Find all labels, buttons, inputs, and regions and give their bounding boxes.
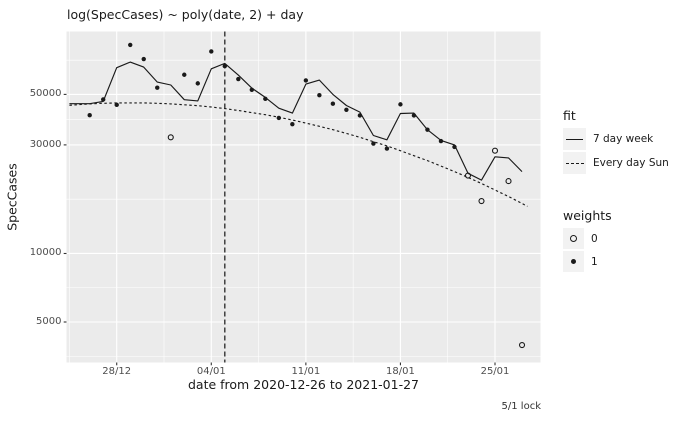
data-point-weight-0: [478, 197, 485, 205]
data-point-weight-1: [411, 113, 417, 118]
legend-item-label: 7 day week: [593, 133, 654, 145]
legend-weights-title: weights: [563, 208, 612, 223]
data-point-weight-1: [195, 81, 200, 86]
data-point-weight-1: [114, 102, 119, 108]
data-point-weight-0: [491, 147, 499, 154]
y-tick-label: 10000: [29, 247, 62, 259]
solid-line-icon: [566, 138, 583, 140]
y-tick-label: 30000: [29, 138, 62, 150]
data-point-weight-0: [505, 178, 512, 185]
data-point-weight-1: [276, 115, 282, 121]
y-axis-title: SpecCases: [4, 163, 20, 231]
legend-fit-title: fit: [563, 108, 576, 123]
legend-item-every-day-sun: Every day Sun: [563, 152, 669, 174]
y-tick-label: 5000: [36, 316, 62, 327]
data-point-weight-1: [384, 146, 390, 151]
data-point-weight-0: [464, 172, 472, 179]
caption-lockdown-note: 5/1 lock: [501, 401, 541, 412]
data-point-weight-1: [236, 76, 241, 82]
x-tick-label: 25/01: [480, 366, 510, 377]
data-point-weight-1: [438, 138, 444, 144]
x-axis-title: date from 2020-12-26 to 2021-01-27: [187, 377, 419, 392]
data-point-weight-1: [317, 92, 322, 98]
x-tick-label: 04/01: [196, 366, 226, 377]
data-point-weight-1: [330, 101, 336, 106]
legend-item-label: 1: [591, 255, 598, 268]
data-point-weight-1: [141, 56, 146, 62]
data-point-weight-1: [303, 78, 309, 83]
data-point-weight-1: [155, 85, 160, 90]
data-point-weight-1: [452, 144, 457, 150]
data-point-weight-0: [518, 342, 526, 349]
data-point-weight-1: [101, 97, 106, 102]
data-point-weight-1: [425, 127, 430, 132]
legend-key-box: [563, 228, 584, 249]
data-point-weight-1: [263, 96, 268, 102]
data-point-weight-0: [167, 134, 174, 141]
data-point-weight-1: [290, 121, 295, 127]
plot-title: log(SpecCases) ~ poly(date, 2) + day: [67, 7, 304, 22]
dashed-line-icon: [565, 162, 584, 164]
data-point-weight-1: [209, 49, 214, 54]
legend-key-box: [563, 152, 586, 174]
data-point-weight-1: [371, 141, 376, 146]
legend-item-weight-1: 1: [563, 251, 612, 272]
legend-item-weight-0: 0: [563, 228, 612, 249]
legend-item-label: Every day Sun: [593, 157, 669, 169]
legend-item-7-day-week: 7 day week: [563, 128, 669, 150]
data-point-weight-1: [87, 113, 92, 118]
open-circle-icon: [570, 235, 577, 242]
fit-line-7-day-week: [69, 61, 523, 181]
x-tick-label: 18/01: [386, 366, 415, 377]
legend-key-box: [563, 251, 584, 272]
legend-weights: weights 0 1: [563, 208, 612, 274]
data-point-weight-1: [249, 87, 255, 92]
x-tick-label: 11/01: [291, 366, 321, 377]
data-point-weight-1: [357, 113, 363, 118]
panel-background: [66, 31, 541, 363]
legend-fit: fit 7 day week Every day Sun: [563, 108, 669, 176]
data-point-weight-1: [182, 72, 187, 77]
x-tick-label: 28/12: [102, 366, 132, 377]
data-point-weight-1: [344, 107, 349, 112]
data-point-weight-1: [398, 102, 403, 107]
y-tick-label: 50000: [29, 88, 62, 100]
legend-key-box: [563, 128, 586, 150]
legend-item-label: 0: [591, 232, 598, 245]
data-point-weight-1: [128, 42, 133, 48]
data-point-weight-1: [222, 63, 227, 69]
filled-circle-icon: [571, 259, 576, 264]
